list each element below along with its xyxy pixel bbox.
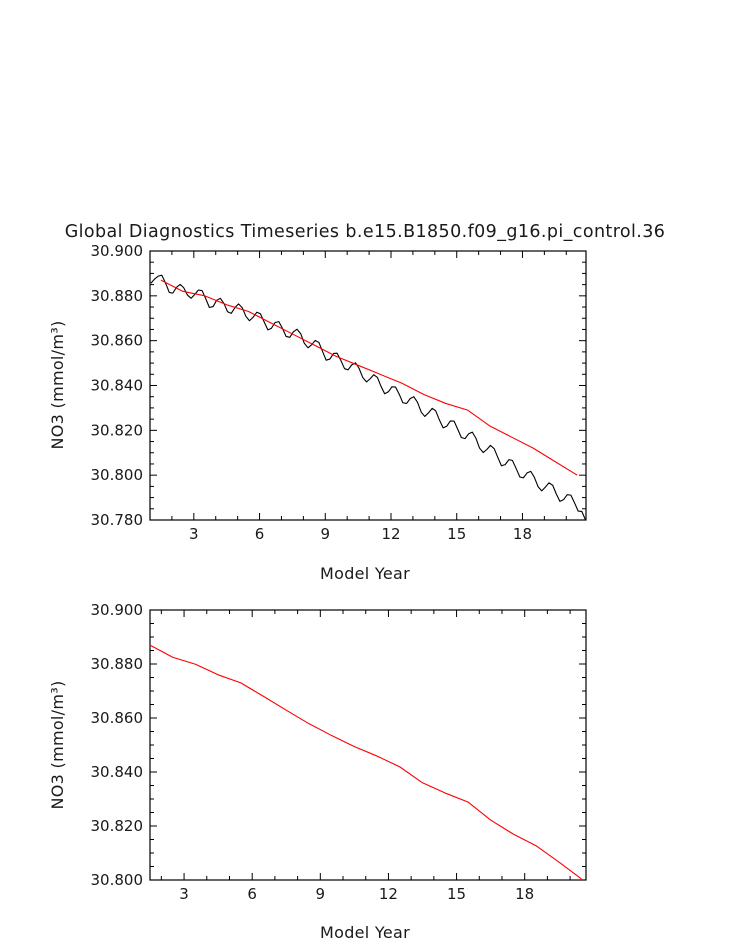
bottom-plot-frame [149,609,587,881]
bottom-x-tick-label: 3 [179,885,189,903]
bottom-y-tick-label: 30.820 [91,817,144,835]
top-series-layer [150,274,587,521]
bottom-y-ticks [150,609,586,881]
top-plot-frame [149,250,587,521]
top-y-axis-label: NO3 (mmol/m³) [48,320,67,449]
bottom-x-tick-label: 6 [247,885,257,903]
bottom-x-tick-labels: 3 6 9 12 15 18 [179,885,534,903]
top-y-tick-label: 30.880 [91,287,144,305]
top-x-tick-label: 9 [321,525,331,543]
bottom-x-tick-label: 12 [379,885,398,903]
bottom-x-tick-label: 18 [515,885,534,903]
top-annual-series-line [160,279,578,476]
top-x-tick-labels: 3 6 9 12 15 18 [189,525,532,543]
top-x-tick-label: 18 [513,525,532,543]
top-x-tick-label: 15 [447,525,466,543]
top-y-tick-labels: 30.780 30.800 30.820 30.840 30.860 30.880 30.9… [91,242,144,529]
top-y-tick-label: 30.840 [91,377,144,395]
top-x-tick-label: 12 [381,525,400,543]
top-y-tick-label: 30.860 [91,332,144,350]
bottom-x-axis-label: Model Year [320,923,410,942]
bottom-x-tick-label: 15 [447,885,466,903]
bottom-annual-series-line [149,644,582,880]
bottom-x-tick-label: 9 [316,885,326,903]
figure-title: Global Diagnostics Timeseries b.e15.B185… [65,222,666,242]
bottom-y-tick-label: 30.840 [91,763,144,781]
bottom-y-tick-labels: 30.800 30.820 30.840 30.860 30.880 30.900 [91,601,144,889]
bottom-y-tick-label: 30.880 [91,655,144,673]
bottom-x-ticks [160,610,571,880]
top-y-ticks [150,250,586,521]
bottom-y-tick-label: 30.800 [91,871,144,889]
top-x-tick-label: 6 [255,525,265,543]
top-monthly-series-line [150,274,587,521]
bottom-chart: 30.800 30.820 30.840 30.860 30.880 30.900 3 6 9… [48,601,587,942]
top-x-tick-label: 3 [189,525,199,543]
bottom-y-tick-label: 30.860 [91,709,144,727]
bottom-y-tick-label: 30.900 [91,601,144,619]
top-y-tick-label: 30.900 [91,242,144,260]
top-chart: 30.780 30.800 30.820 30.840 30.860 30.880 30.9… [48,242,587,583]
top-x-ticks [149,251,567,520]
top-x-axis-label: Model Year [320,564,410,583]
bottom-series-layer [149,644,582,880]
top-y-tick-label: 30.780 [91,511,144,529]
top-y-tick-label: 30.820 [91,421,144,439]
bottom-y-axis-label: NO3 (mmol/m³) [48,680,67,809]
top-y-tick-label: 30.800 [91,466,144,484]
